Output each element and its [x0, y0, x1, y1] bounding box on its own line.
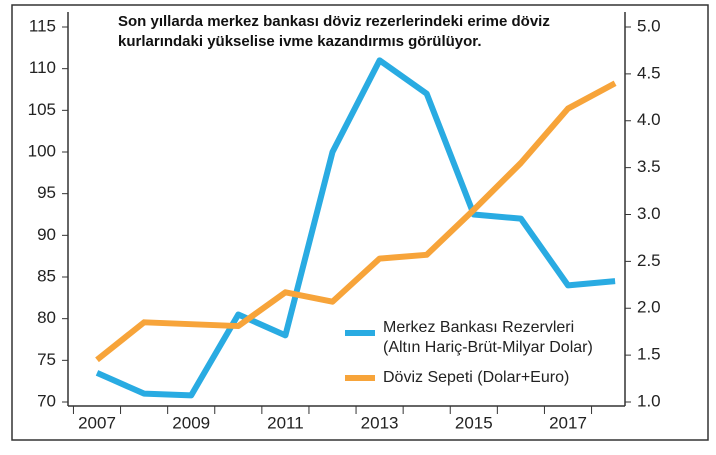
- y2-tick-label: 2.0: [637, 298, 661, 317]
- y-tick-label: 85: [37, 266, 56, 285]
- y-tick-label: 115: [29, 16, 56, 35]
- legend-label: Merkez Bankası Rezervleri (Altın Hariç-B…: [383, 319, 593, 356]
- x-tick-label: 2015: [455, 413, 493, 432]
- y2-tick-label: 4.0: [637, 110, 661, 129]
- y2-tick-label: 2.5: [637, 251, 661, 270]
- y-tick-label: 100: [28, 141, 56, 160]
- x-tick-label: 2013: [361, 413, 399, 432]
- y2-tick-label: 3.0: [637, 204, 661, 223]
- y2-tick-label: 4.5: [637, 63, 661, 82]
- y2-tick-label: 5.0: [637, 16, 661, 35]
- series-line: [95, 57, 616, 399]
- chart-title: Son yıllarda merkez bankası döviz rezerl…: [118, 13, 550, 50]
- y2-tick-label: 1.0: [637, 391, 661, 410]
- y-tick-label: 70: [37, 391, 56, 410]
- series-line: [95, 80, 617, 363]
- x-tick-label: 2009: [172, 413, 210, 432]
- frame: [11, 4, 709, 441]
- y-tick-label: 80: [37, 308, 56, 327]
- y-tick-label: 90: [37, 225, 56, 244]
- x-tick-label: 2011: [267, 413, 304, 432]
- y-tick-label: 75: [37, 350, 56, 369]
- y2-tick-label: 3.5: [637, 157, 661, 176]
- x-tick-label: 2007: [78, 413, 116, 432]
- y-tick-label: 105: [28, 100, 56, 119]
- x-tick-label: 2017: [549, 413, 587, 432]
- legend-label: Döviz Sepeti (Dolar+Euro): [383, 369, 570, 386]
- y2-tick-label: 1.5: [637, 345, 661, 364]
- y-tick-label: 110: [29, 58, 56, 77]
- y-tick-label: 95: [37, 183, 56, 202]
